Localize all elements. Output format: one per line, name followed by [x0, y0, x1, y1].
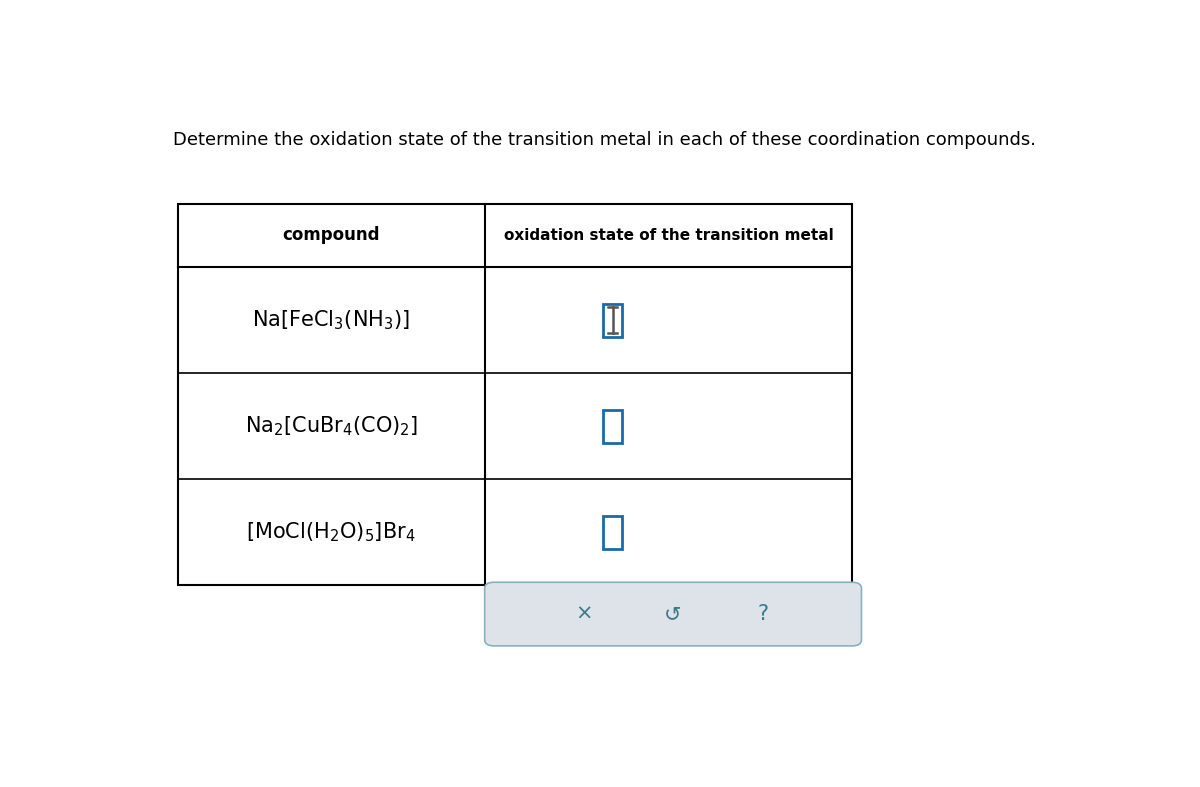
Text: $\mathrm{Na}\left[\mathrm{FeCl_3}\left(\mathrm{NH_3}\right)\right]$: $\mathrm{Na}\left[\mathrm{FeCl_3}\left(\… — [252, 309, 410, 332]
FancyBboxPatch shape — [604, 515, 622, 549]
Text: oxidation state of the transition metal: oxidation state of the transition metal — [504, 227, 833, 243]
FancyBboxPatch shape — [604, 409, 622, 443]
FancyBboxPatch shape — [485, 582, 862, 646]
Text: $\mathrm{Na_2}\left[\mathrm{CuBr_4}\left(\mathrm{CO}\right)_2\right]$: $\mathrm{Na_2}\left[\mathrm{CuBr_4}\left… — [245, 415, 418, 438]
FancyBboxPatch shape — [604, 304, 622, 337]
Text: $\left[\mathrm{MoCl}\left(\mathrm{H_2O}\right)_5\right]\mathrm{Br_4}$: $\left[\mathrm{MoCl}\left(\mathrm{H_2O}\… — [246, 520, 416, 544]
Text: ?: ? — [757, 604, 768, 624]
Text: compound: compound — [282, 227, 380, 244]
Bar — [178, 204, 852, 586]
Text: Determine the oxidation state of the transition metal in each of these coordinat: Determine the oxidation state of the tra… — [173, 131, 1037, 149]
Text: ×: × — [575, 604, 593, 624]
Text: ↺: ↺ — [665, 604, 682, 624]
